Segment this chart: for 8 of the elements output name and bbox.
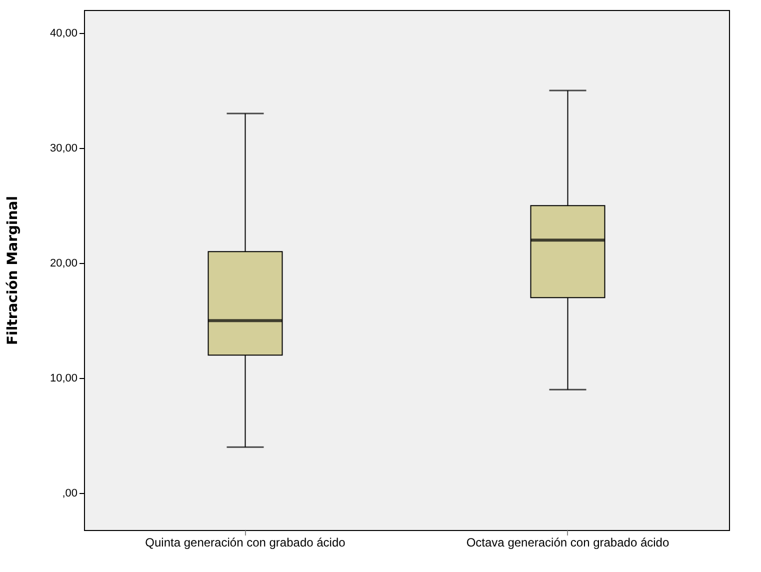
y-tick-label: 20,00 [50,258,78,270]
x-tick-label: Octava generación con grabado ácido [466,536,670,550]
y-tick-label: ,00 [62,488,78,500]
y-tick-label: 10,00 [50,372,78,385]
y-tick-label: 30,00 [50,142,78,155]
y-axis-title: Filtración Marginal [4,196,21,346]
x-tick-label: Quinta generación con grabado ácido [145,536,346,550]
y-tick-label: 40,00 [50,28,78,40]
